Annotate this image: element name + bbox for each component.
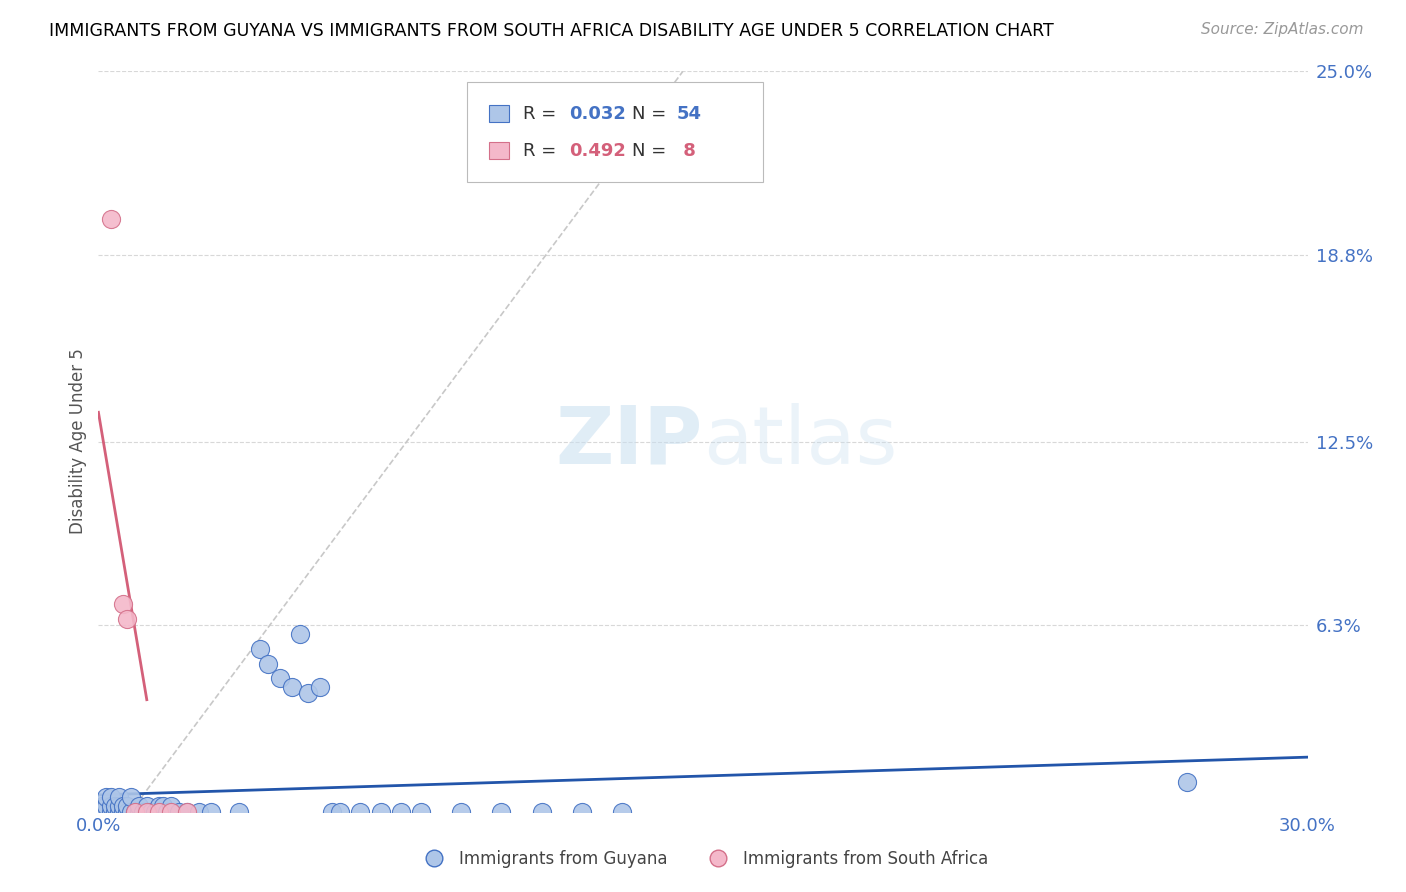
Point bbox=[188, 805, 211, 819]
Point bbox=[281, 681, 304, 695]
Point bbox=[96, 789, 118, 804]
Text: 8: 8 bbox=[678, 142, 696, 160]
Point bbox=[152, 798, 174, 813]
Point bbox=[148, 805, 170, 819]
Point bbox=[389, 805, 412, 819]
Text: R =: R = bbox=[523, 142, 562, 160]
Text: Source: ZipAtlas.com: Source: ZipAtlas.com bbox=[1201, 22, 1364, 37]
FancyBboxPatch shape bbox=[489, 143, 509, 159]
Text: atlas: atlas bbox=[703, 402, 897, 481]
Point bbox=[1175, 775, 1198, 789]
Point bbox=[148, 798, 170, 813]
Point bbox=[103, 798, 125, 813]
Point bbox=[100, 805, 122, 819]
Point bbox=[100, 789, 122, 804]
Point bbox=[450, 805, 472, 819]
Point bbox=[228, 805, 250, 819]
Y-axis label: Disability Age Under 5: Disability Age Under 5 bbox=[69, 349, 87, 534]
Point bbox=[135, 798, 157, 813]
Point bbox=[249, 641, 271, 656]
Point bbox=[256, 657, 278, 671]
Point bbox=[160, 805, 183, 819]
Point bbox=[530, 805, 553, 819]
Point bbox=[91, 805, 114, 819]
Point bbox=[107, 789, 129, 804]
Point bbox=[96, 805, 118, 819]
Point bbox=[100, 212, 122, 227]
Point bbox=[120, 789, 142, 804]
Legend: Immigrants from Guyana, Immigrants from South Africa: Immigrants from Guyana, Immigrants from … bbox=[411, 844, 995, 875]
Point bbox=[176, 805, 198, 819]
Text: 0.492: 0.492 bbox=[569, 142, 626, 160]
Point bbox=[269, 672, 291, 686]
Point bbox=[132, 805, 155, 819]
Point bbox=[115, 612, 138, 626]
Point bbox=[103, 805, 125, 819]
Point bbox=[111, 805, 134, 819]
Text: R =: R = bbox=[523, 104, 562, 122]
Point bbox=[128, 805, 150, 819]
Text: 0.032: 0.032 bbox=[569, 104, 626, 122]
Point bbox=[321, 805, 343, 819]
Point bbox=[115, 805, 138, 819]
Text: IMMIGRANTS FROM GUYANA VS IMMIGRANTS FROM SOUTH AFRICA DISABILITY AGE UNDER 5 CO: IMMIGRANTS FROM GUYANA VS IMMIGRANTS FRO… bbox=[49, 22, 1054, 40]
Point bbox=[111, 598, 134, 612]
Point bbox=[139, 805, 162, 819]
Point bbox=[143, 805, 166, 819]
Text: N =: N = bbox=[633, 104, 672, 122]
Point bbox=[309, 681, 332, 695]
Point bbox=[100, 798, 122, 813]
Point bbox=[176, 805, 198, 819]
Point bbox=[160, 798, 183, 813]
Point bbox=[200, 805, 222, 819]
Point bbox=[167, 805, 190, 819]
Point bbox=[128, 798, 150, 813]
Text: 54: 54 bbox=[678, 104, 702, 122]
FancyBboxPatch shape bbox=[467, 82, 763, 183]
Text: ZIP: ZIP bbox=[555, 402, 703, 481]
Point bbox=[612, 805, 634, 819]
Point bbox=[491, 805, 513, 819]
Point bbox=[124, 805, 146, 819]
Point bbox=[107, 798, 129, 813]
Point bbox=[135, 805, 157, 819]
Point bbox=[120, 805, 142, 819]
Point bbox=[370, 805, 392, 819]
Point bbox=[91, 798, 114, 813]
Point bbox=[156, 805, 179, 819]
Point bbox=[288, 627, 311, 641]
Point bbox=[111, 798, 134, 813]
Point bbox=[124, 805, 146, 819]
Point bbox=[115, 798, 138, 813]
FancyBboxPatch shape bbox=[489, 105, 509, 121]
Point bbox=[96, 798, 118, 813]
Point bbox=[571, 805, 593, 819]
Point bbox=[107, 805, 129, 819]
Point bbox=[297, 686, 319, 700]
Point bbox=[349, 805, 371, 819]
Point bbox=[409, 805, 432, 819]
Point bbox=[329, 805, 352, 819]
Text: N =: N = bbox=[633, 142, 672, 160]
